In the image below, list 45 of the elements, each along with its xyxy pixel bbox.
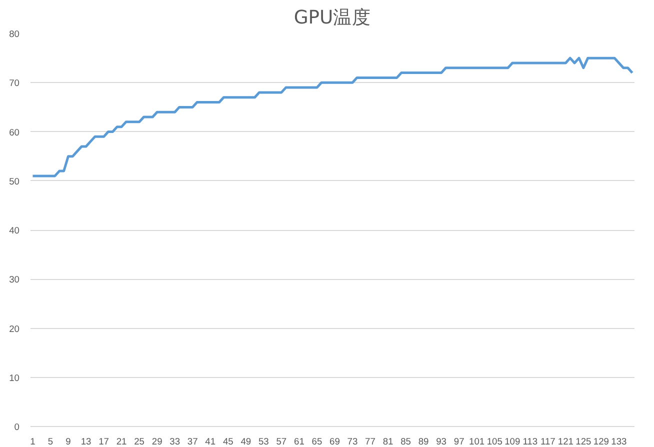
x-tick-label: 13 — [80, 436, 92, 446]
y-tick-label: 50 — [9, 176, 20, 186]
x-tick-label: 9 — [66, 436, 71, 446]
y-tick-label: 60 — [9, 127, 20, 138]
y-tick-label: 10 — [9, 372, 20, 383]
x-tick-label: 61 — [294, 436, 304, 446]
x-tick-label: 1 — [30, 436, 36, 446]
x-tick-label: 41 — [205, 436, 216, 446]
x-tick-label: 117 — [540, 436, 556, 446]
x-tick-label: 77 — [365, 436, 376, 446]
y-tick-label: 20 — [9, 324, 20, 334]
x-tick-label: 125 — [576, 436, 592, 446]
x-tick-label: 49 — [240, 436, 252, 446]
x-tick-label: 57 — [276, 436, 287, 446]
x-tick-label: 45 — [222, 436, 234, 446]
x-tick-label: 93 — [436, 436, 447, 446]
x-tick-label: 81 — [382, 436, 394, 446]
x-tick-label: 25 — [134, 436, 145, 446]
x-tick-label: 85 — [400, 436, 411, 446]
x-tick-label: 5 — [48, 436, 54, 446]
y-tick-label: 70 — [9, 78, 20, 88]
x-tick-label: 29 — [152, 436, 162, 446]
x-tick-label: 105 — [486, 436, 502, 446]
x-tick-label: 21 — [116, 436, 127, 446]
chart-title: GPU温度 — [294, 6, 372, 28]
x-tick-label: 73 — [347, 436, 358, 446]
x-tick-label: 97 — [454, 436, 464, 446]
x-tick-label: 129 — [593, 436, 609, 446]
x-tick-label: 65 — [312, 436, 322, 446]
x-tick-label: 133 — [611, 436, 627, 446]
y-tick-label: 80 — [9, 29, 20, 39]
x-tick-label: 17 — [98, 436, 109, 446]
x-tick-label: 109 — [504, 436, 520, 446]
x-tick-label: 33 — [170, 436, 180, 446]
x-tick-label: 37 — [187, 436, 198, 446]
x-tick-label: 69 — [330, 436, 340, 446]
x-tick-label: 101 — [469, 436, 485, 446]
y-tick-label: 30 — [9, 274, 20, 285]
x-tick-label: 113 — [522, 436, 538, 446]
x-tick-label: 121 — [558, 436, 574, 446]
x-tick-label: 89 — [418, 436, 429, 446]
x-tick-label: 53 — [258, 436, 269, 446]
line-series — [31, 56, 634, 178]
y-tick-label: 40 — [9, 226, 20, 236]
y-tick-label: 0 — [14, 422, 20, 432]
